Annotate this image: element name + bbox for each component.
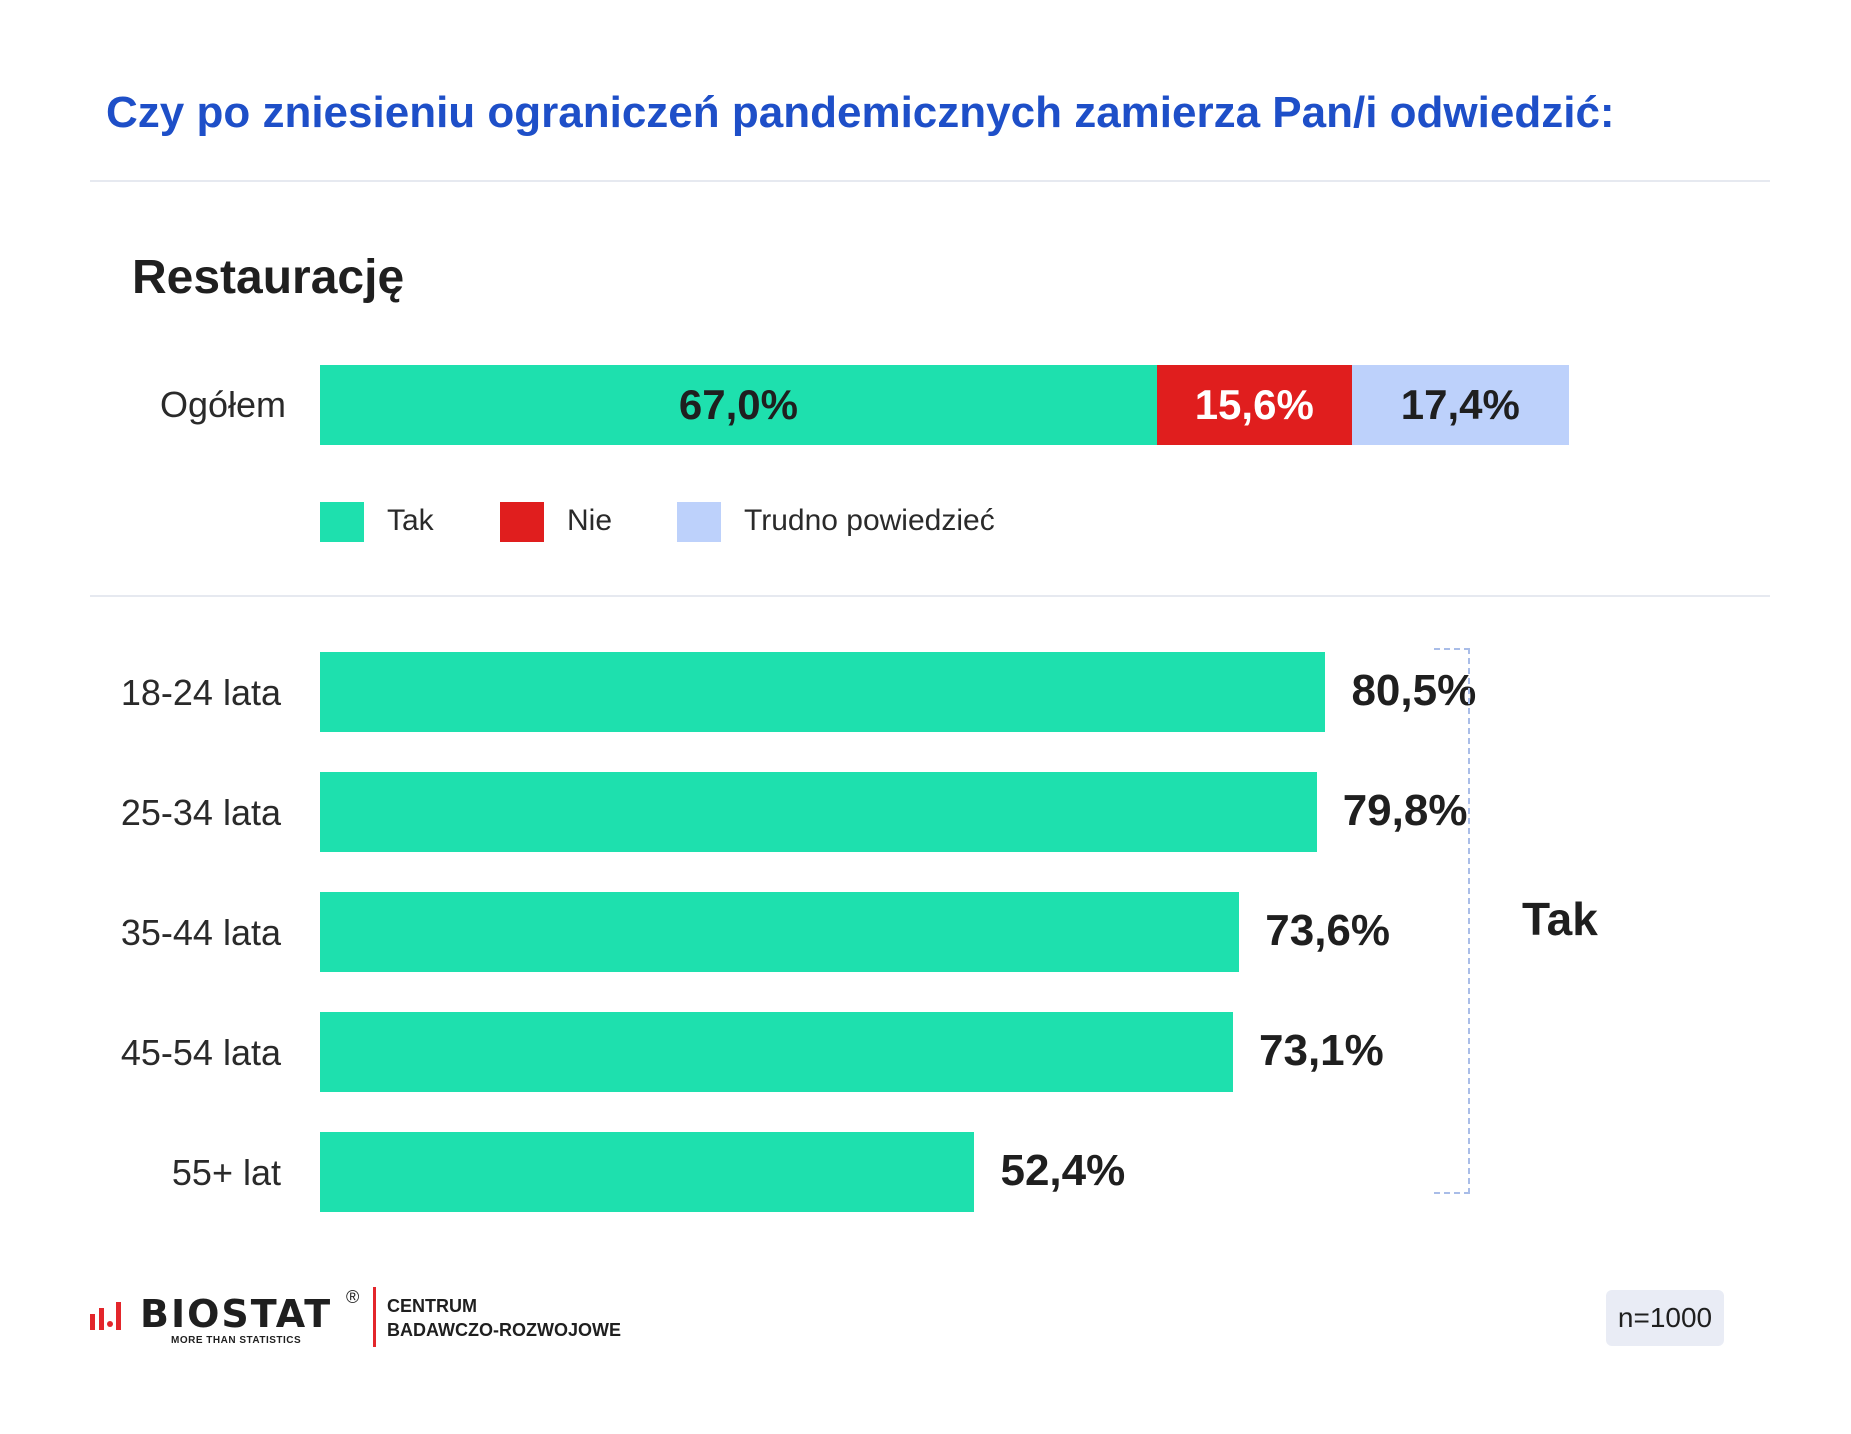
bar-value-label: 73,1% <box>1259 1026 1384 1075</box>
centrum-line1: CENTRUM <box>387 1296 477 1316</box>
legend-swatch <box>320 502 364 542</box>
segment-value-label: 67,0% <box>678 381 798 428</box>
top-divider <box>90 180 1770 182</box>
bar-value-label: 73,6% <box>1265 906 1391 955</box>
centrum-line2: BADAWCZO-ROZWOJOWE <box>387 1320 621 1340</box>
legend-label: Nie <box>567 504 613 537</box>
logo-wordmark: BIOSTAT <box>140 1292 333 1336</box>
row-label: 35-44 lata <box>120 912 281 953</box>
segment-value-label: 15,6% <box>1194 381 1314 428</box>
group-label: Tak <box>1522 893 1598 945</box>
chart-title: Czy po zniesieniu ograniczeń pandemiczny… <box>106 88 1615 137</box>
segment-nie: 15,6% <box>1156 365 1352 445</box>
bar-value-label: 80,5% <box>1351 666 1477 715</box>
row-label: 55+ lat <box>171 1152 281 1193</box>
row-label: 25-34 lata <box>120 792 281 833</box>
group-bracket <box>1434 648 1470 1194</box>
legend-label: Trudno powiedzieć <box>744 504 995 537</box>
bar <box>320 1132 975 1212</box>
row-label-total: Ogółem <box>159 384 286 425</box>
bar-value-label: 52,4% <box>1000 1146 1126 1195</box>
chart-subtitle: Restaurację <box>132 251 405 304</box>
bar-value-label: 79,8% <box>1342 786 1468 835</box>
biostat-logo-icon <box>90 1302 121 1330</box>
row-label: 18-24 lata <box>120 672 281 713</box>
legend-label: Tak <box>387 504 434 537</box>
sample-size-badge: n=1000 <box>1606 1290 1724 1346</box>
middle-divider <box>90 595 1770 597</box>
stacked-bar-total: 67,0% 15,6% 17,4% <box>320 365 1569 445</box>
segment-trudno: 17,4% <box>1351 365 1569 445</box>
bar <box>320 892 1240 972</box>
bar <box>320 1012 1234 1092</box>
segment-tak: 67,0% <box>320 365 1157 445</box>
logo-tagline: MORE THAN STATISTICS <box>171 1335 302 1346</box>
logo-registered-mark: ® <box>346 1287 360 1307</box>
row-label: 45-54 lata <box>120 1032 281 1073</box>
bar <box>320 772 1317 852</box>
legend-swatch <box>500 502 544 542</box>
segment-value-label: 17,4% <box>1400 381 1520 428</box>
bar <box>320 652 1326 732</box>
legend-swatch <box>677 502 721 542</box>
logo-divider <box>373 1287 376 1347</box>
